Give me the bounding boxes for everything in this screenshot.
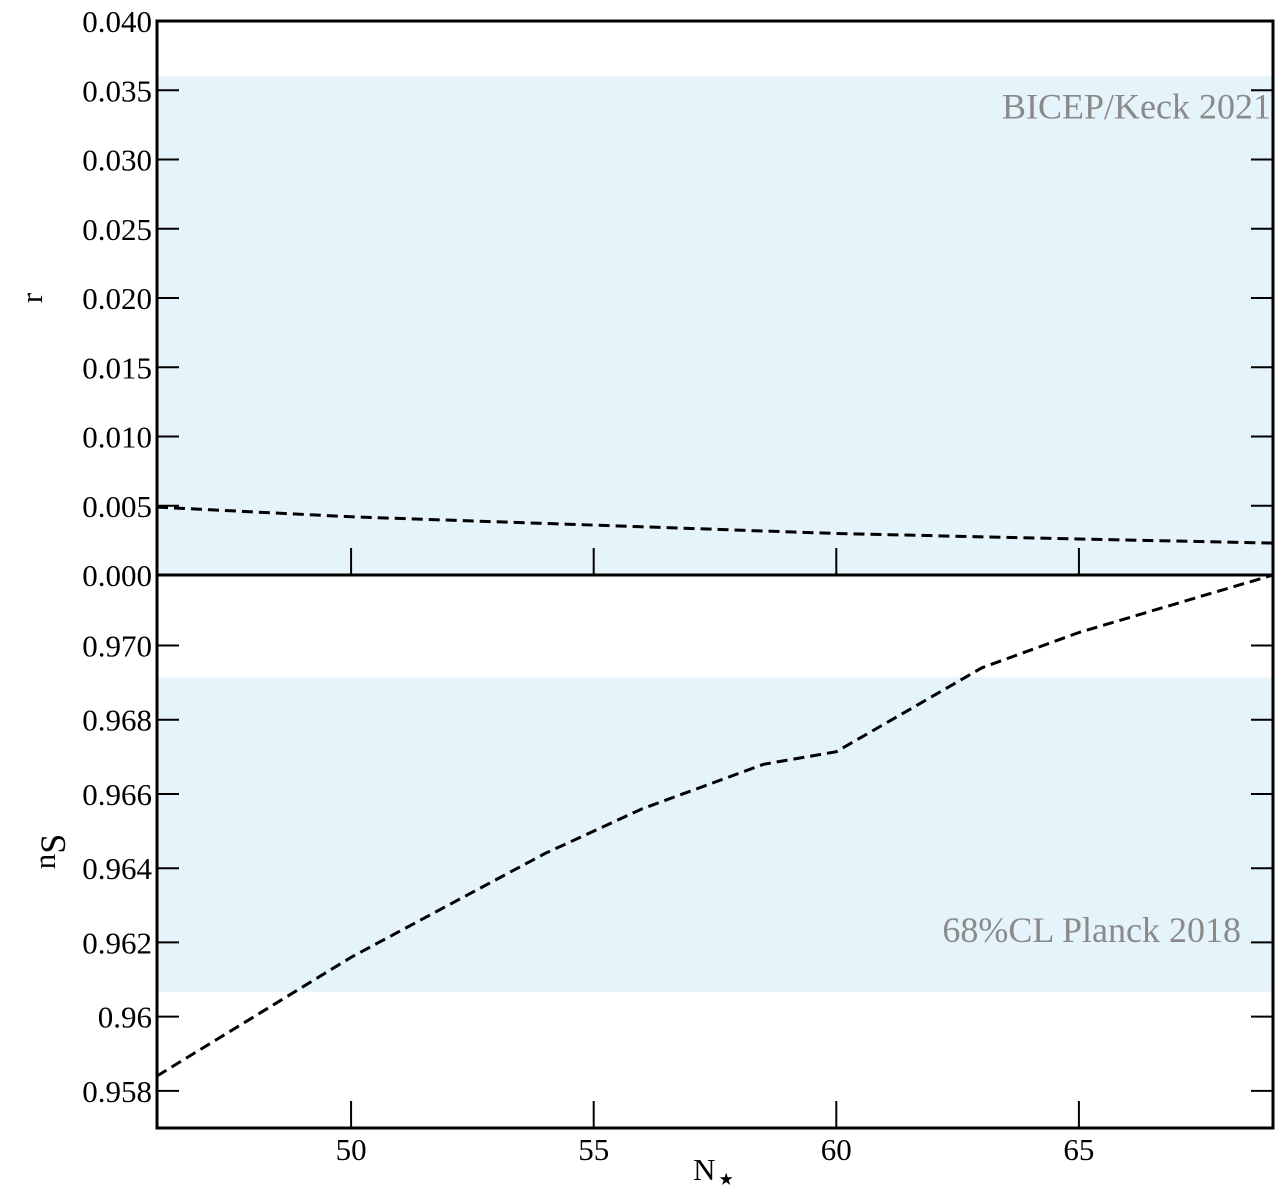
- band: [157, 677, 1273, 992]
- x-axis-label: N⋆: [693, 1152, 737, 1198]
- y-tick-label: 0.000: [82, 558, 152, 593]
- line-series: [156, 573, 1274, 1078]
- line-series: [156, 505, 1274, 545]
- y-tick-label: 0.040: [82, 4, 152, 39]
- y-tick-label: 0.966: [82, 777, 152, 812]
- y-tick-label: 0.035: [82, 73, 152, 108]
- y-tick-label: 0.970: [82, 629, 152, 664]
- y-tick-label: 0.96: [98, 1000, 152, 1035]
- y-tick-label: 0.025: [82, 212, 152, 247]
- y-tick-label: 0.020: [82, 281, 152, 316]
- y-tick-label: 0.005: [82, 489, 152, 524]
- y-axis-label-main: n: [27, 853, 62, 869]
- y-axis-label-sub: S: [33, 834, 73, 854]
- y-tick-label: 0.030: [82, 143, 152, 178]
- band-label: BICEP/Keck 2021: [1002, 86, 1271, 126]
- y-tick-label: 0.010: [82, 420, 152, 455]
- y-axis-label: nS: [27, 834, 73, 870]
- x-tick-label: 50: [336, 1132, 367, 1167]
- band: [157, 76, 1273, 576]
- y-tick-label: 0.968: [82, 703, 152, 738]
- y-tick-label: 0.958: [82, 1074, 152, 1109]
- x-tick-label: 55: [578, 1132, 609, 1167]
- x-tick-label: 60: [821, 1132, 852, 1167]
- panel-frame: [155, 573, 1275, 1130]
- y-axis-label: r: [14, 292, 49, 303]
- y-tick-label: 0.962: [82, 925, 152, 960]
- x-tick-label: 65: [1063, 1132, 1094, 1167]
- x-axis-label-main: N: [693, 1152, 715, 1187]
- band-label: 68%CL Planck 2018: [942, 910, 1241, 950]
- y-tick-label: 0.015: [82, 350, 152, 385]
- y-tick-label: 0.964: [82, 851, 152, 886]
- x-axis-label-sub: ⋆: [716, 1161, 737, 1198]
